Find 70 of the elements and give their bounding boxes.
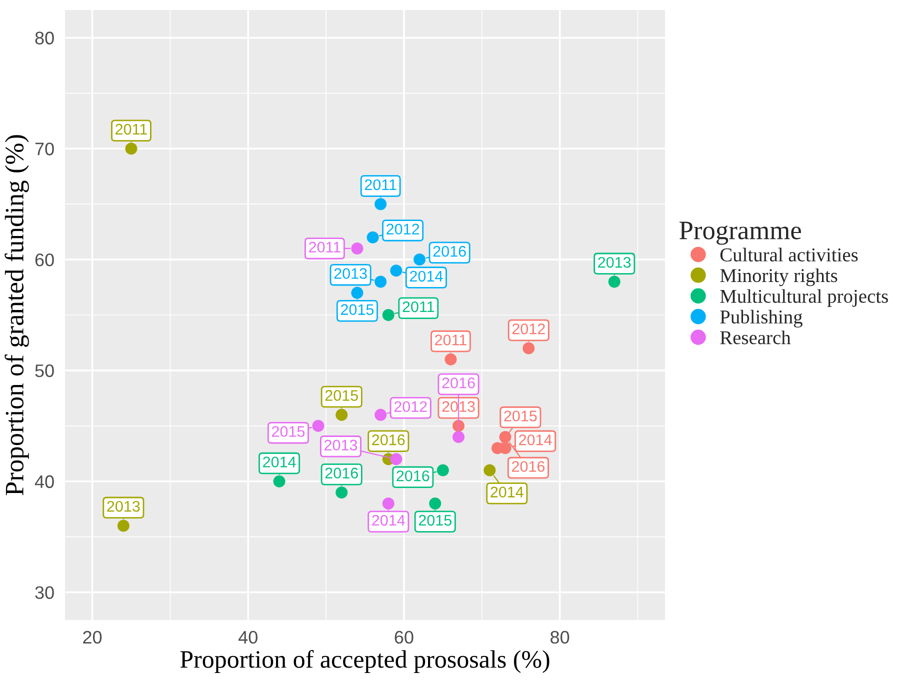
annotation: 2013 [334,268,367,279]
y-tick-label: 30 [35,586,54,599]
point [382,308,394,322]
annotation: 2016 [325,468,358,478]
x-tick-label: 80 [550,630,570,644]
annotation: 2011 [309,242,340,253]
point [608,276,620,288]
point [484,464,496,476]
annotation: 2013 [324,440,358,451]
y-tick-label: 70 [35,142,54,156]
annotation: 2015 [340,304,374,315]
annotation: 2014 [490,486,524,498]
annotation: 2014 [372,514,405,526]
y-axis-title: Proportion of granted funding (%) [4,135,29,496]
annotation: 2016 [396,470,430,482]
point [382,498,394,510]
point [374,198,387,210]
point [390,453,402,466]
y-tick-label: 40 [34,475,54,488]
annotation: 2013 [107,500,140,512]
point [374,408,387,421]
annotation: 2011 [402,301,434,312]
point [117,520,130,532]
point [336,486,348,498]
point [522,342,535,354]
x-tick-label: 60 [394,630,414,644]
annotation: 2011 [116,124,147,135]
annotation: 2014 [519,434,552,446]
x-axis-title: Proportion of accepted prososals (%) [180,650,550,673]
legend-label: Minority rights [720,268,838,286]
point [390,264,402,277]
annotation: 2014 [263,456,296,468]
point [444,353,457,366]
annotation: 2012 [394,401,427,412]
annotation: 2012 [512,324,545,334]
annotation: 2011 [364,179,396,190]
point [125,142,138,155]
y-tick-label: 80 [35,32,54,44]
point [374,276,387,288]
point [312,420,324,432]
annotation: 2015 [418,514,452,526]
annotation: 2016 [512,461,545,472]
annotation: 2013 [598,256,631,268]
annotation: 2015 [504,410,537,422]
legend-title: Programme [680,222,801,245]
point [336,408,348,421]
point [414,254,426,266]
annotation: 2016 [433,246,466,257]
annotation: 2014 [410,270,443,282]
annotation: 2011 [435,334,466,346]
legend-label: Research [720,330,791,344]
annotation: 2015 [272,426,305,437]
point [273,475,286,488]
point [452,430,465,444]
point [436,464,449,476]
point [429,498,442,510]
annotation: 2015 [325,390,358,401]
legend-label: Multicultural projects [720,289,888,307]
y-tick-label: 60 [35,253,54,266]
legend-label: Cultural activities [720,248,858,262]
point [351,242,364,254]
x-tick-label: 20 [83,630,102,644]
point [351,286,364,299]
annotation: 2012 [386,224,420,235]
point [366,231,379,244]
annotation: 2016 [372,434,405,446]
y-tick-label: 50 [35,364,54,378]
legend-label: Publishing [720,310,802,328]
annotation: 2016 [442,378,475,388]
x-tick-label: 40 [238,630,258,644]
